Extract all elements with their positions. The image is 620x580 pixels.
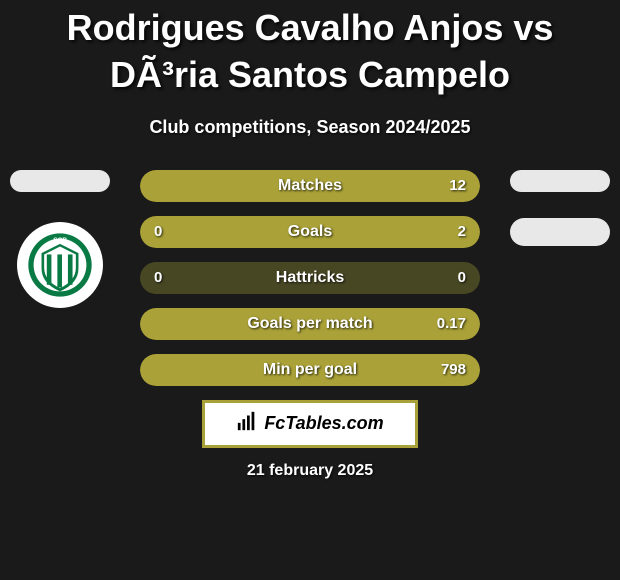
comparison-card: Rodrigues Cavalho Anjos vs DÃ³ria Santos… [0,0,620,580]
stat-row: 0 Goals 2 [0,216,620,248]
stat-value-right: 0 [458,269,466,286]
stat-bar: 0 Hattricks 0 [140,262,480,294]
stat-label: Min per goal [263,361,357,379]
chart-icon [236,410,258,437]
stat-label: Goals per match [247,315,372,333]
stat-label: Goals [288,223,332,241]
stat-bar: Goals per match 0.17 [140,308,480,340]
page-title: Rodrigues Cavalho Anjos vs DÃ³ria Santos… [0,0,620,109]
stat-bar: Min per goal 798 [140,354,480,386]
stat-value-right: 12 [449,177,466,194]
subtitle: Club competitions, Season 2024/2025 [0,117,620,138]
stat-value-right: 798 [441,361,466,378]
stat-row: Min per goal 798 [0,354,620,386]
brand-box[interactable]: FcTables.com [202,400,418,448]
stat-value-left: 0 [154,269,162,286]
stat-bar: Matches 12 [140,170,480,202]
stat-row: Goals per match 0.17 [0,308,620,340]
stat-value-left: 0 [154,223,162,240]
stat-row: 0 Hattricks 0 [0,262,620,294]
stat-bar: 0 Goals 2 [140,216,480,248]
stat-row: Matches 12 [0,170,620,202]
stat-value-right: 0.17 [437,315,466,332]
stats-area: SCP Matches120Goals20Hattricks0Goals per… [0,170,620,480]
stat-label: Matches [278,177,342,195]
footer-date: 21 february 2025 [0,462,620,480]
stat-value-right: 2 [458,223,466,240]
brand-text: FcTables.com [264,413,383,434]
stat-label: Hattricks [276,269,344,287]
